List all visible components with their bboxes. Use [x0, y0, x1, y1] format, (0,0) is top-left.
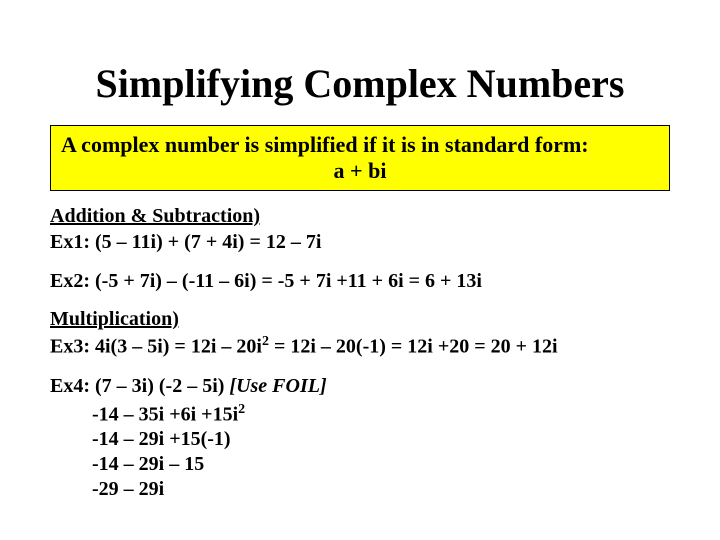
example-3-superscript: 2 [262, 334, 269, 349]
section-heading-multiplication: Multiplication) [50, 308, 670, 331]
example-4-work-line-1-superscript: 2 [238, 402, 245, 417]
example-2-text: (-5 + 7i) – (-11 – 6i) = -5 + 7i +11 + 6… [90, 270, 482, 292]
slide: Simplifying Complex Numbers A complex nu… [0, 0, 720, 540]
example-1-text: (5 – 11i) + (7 + 4i) = 12 – 7i [90, 231, 321, 253]
section-heading-addition-subtraction: Addition & Subtraction) [50, 205, 670, 228]
example-4-work-line-4: -29 – 29i [92, 477, 670, 502]
example-1-label: Ex1: [50, 231, 90, 253]
page-title: Simplifying Complex Numbers [50, 60, 670, 107]
example-3-label: Ex3: [50, 336, 90, 358]
example-4-label: Ex4: [50, 375, 90, 397]
example-3-pre: 4i(3 – 5i) = 12i – 20i [90, 336, 262, 358]
example-4-head: (7 – 3i) (-2 – 5i) [90, 375, 229, 397]
example-4-work-line-1: -14 – 35i +6i +15i2 [92, 401, 670, 428]
example-4: Ex4: (7 – 3i) (-2 – 5i) [Use FOIL] [50, 374, 670, 399]
example-4-work-line-1-pre: -14 – 35i +6i +15i [92, 403, 238, 425]
example-3-post: = 12i – 20(-1) = 12i +20 = 20 + 12i [269, 336, 558, 358]
example-3: Ex3: 4i(3 – 5i) = 12i – 20i2 = 12i – 20(… [50, 333, 670, 360]
example-2-label: Ex2: [50, 270, 90, 292]
example-4-work: -14 – 35i +6i +15i2 -14 – 29i +15(-1) -1… [92, 401, 670, 503]
example-4-work-line-3: -14 – 29i – 15 [92, 452, 670, 477]
definition-line-1: A complex number is simplified if it is … [61, 132, 659, 158]
example-1: Ex1: (5 – 11i) + (7 + 4i) = 12 – 7i [50, 230, 670, 255]
example-4-foil-note: [Use FOIL] [229, 375, 326, 397]
definition-line-2: a + bi [61, 158, 659, 184]
example-2: Ex2: (-5 + 7i) – (-11 – 6i) = -5 + 7i +1… [50, 269, 670, 294]
definition-box: A complex number is simplified if it is … [50, 125, 670, 191]
example-4-work-line-2: -14 – 29i +15(-1) [92, 427, 670, 452]
